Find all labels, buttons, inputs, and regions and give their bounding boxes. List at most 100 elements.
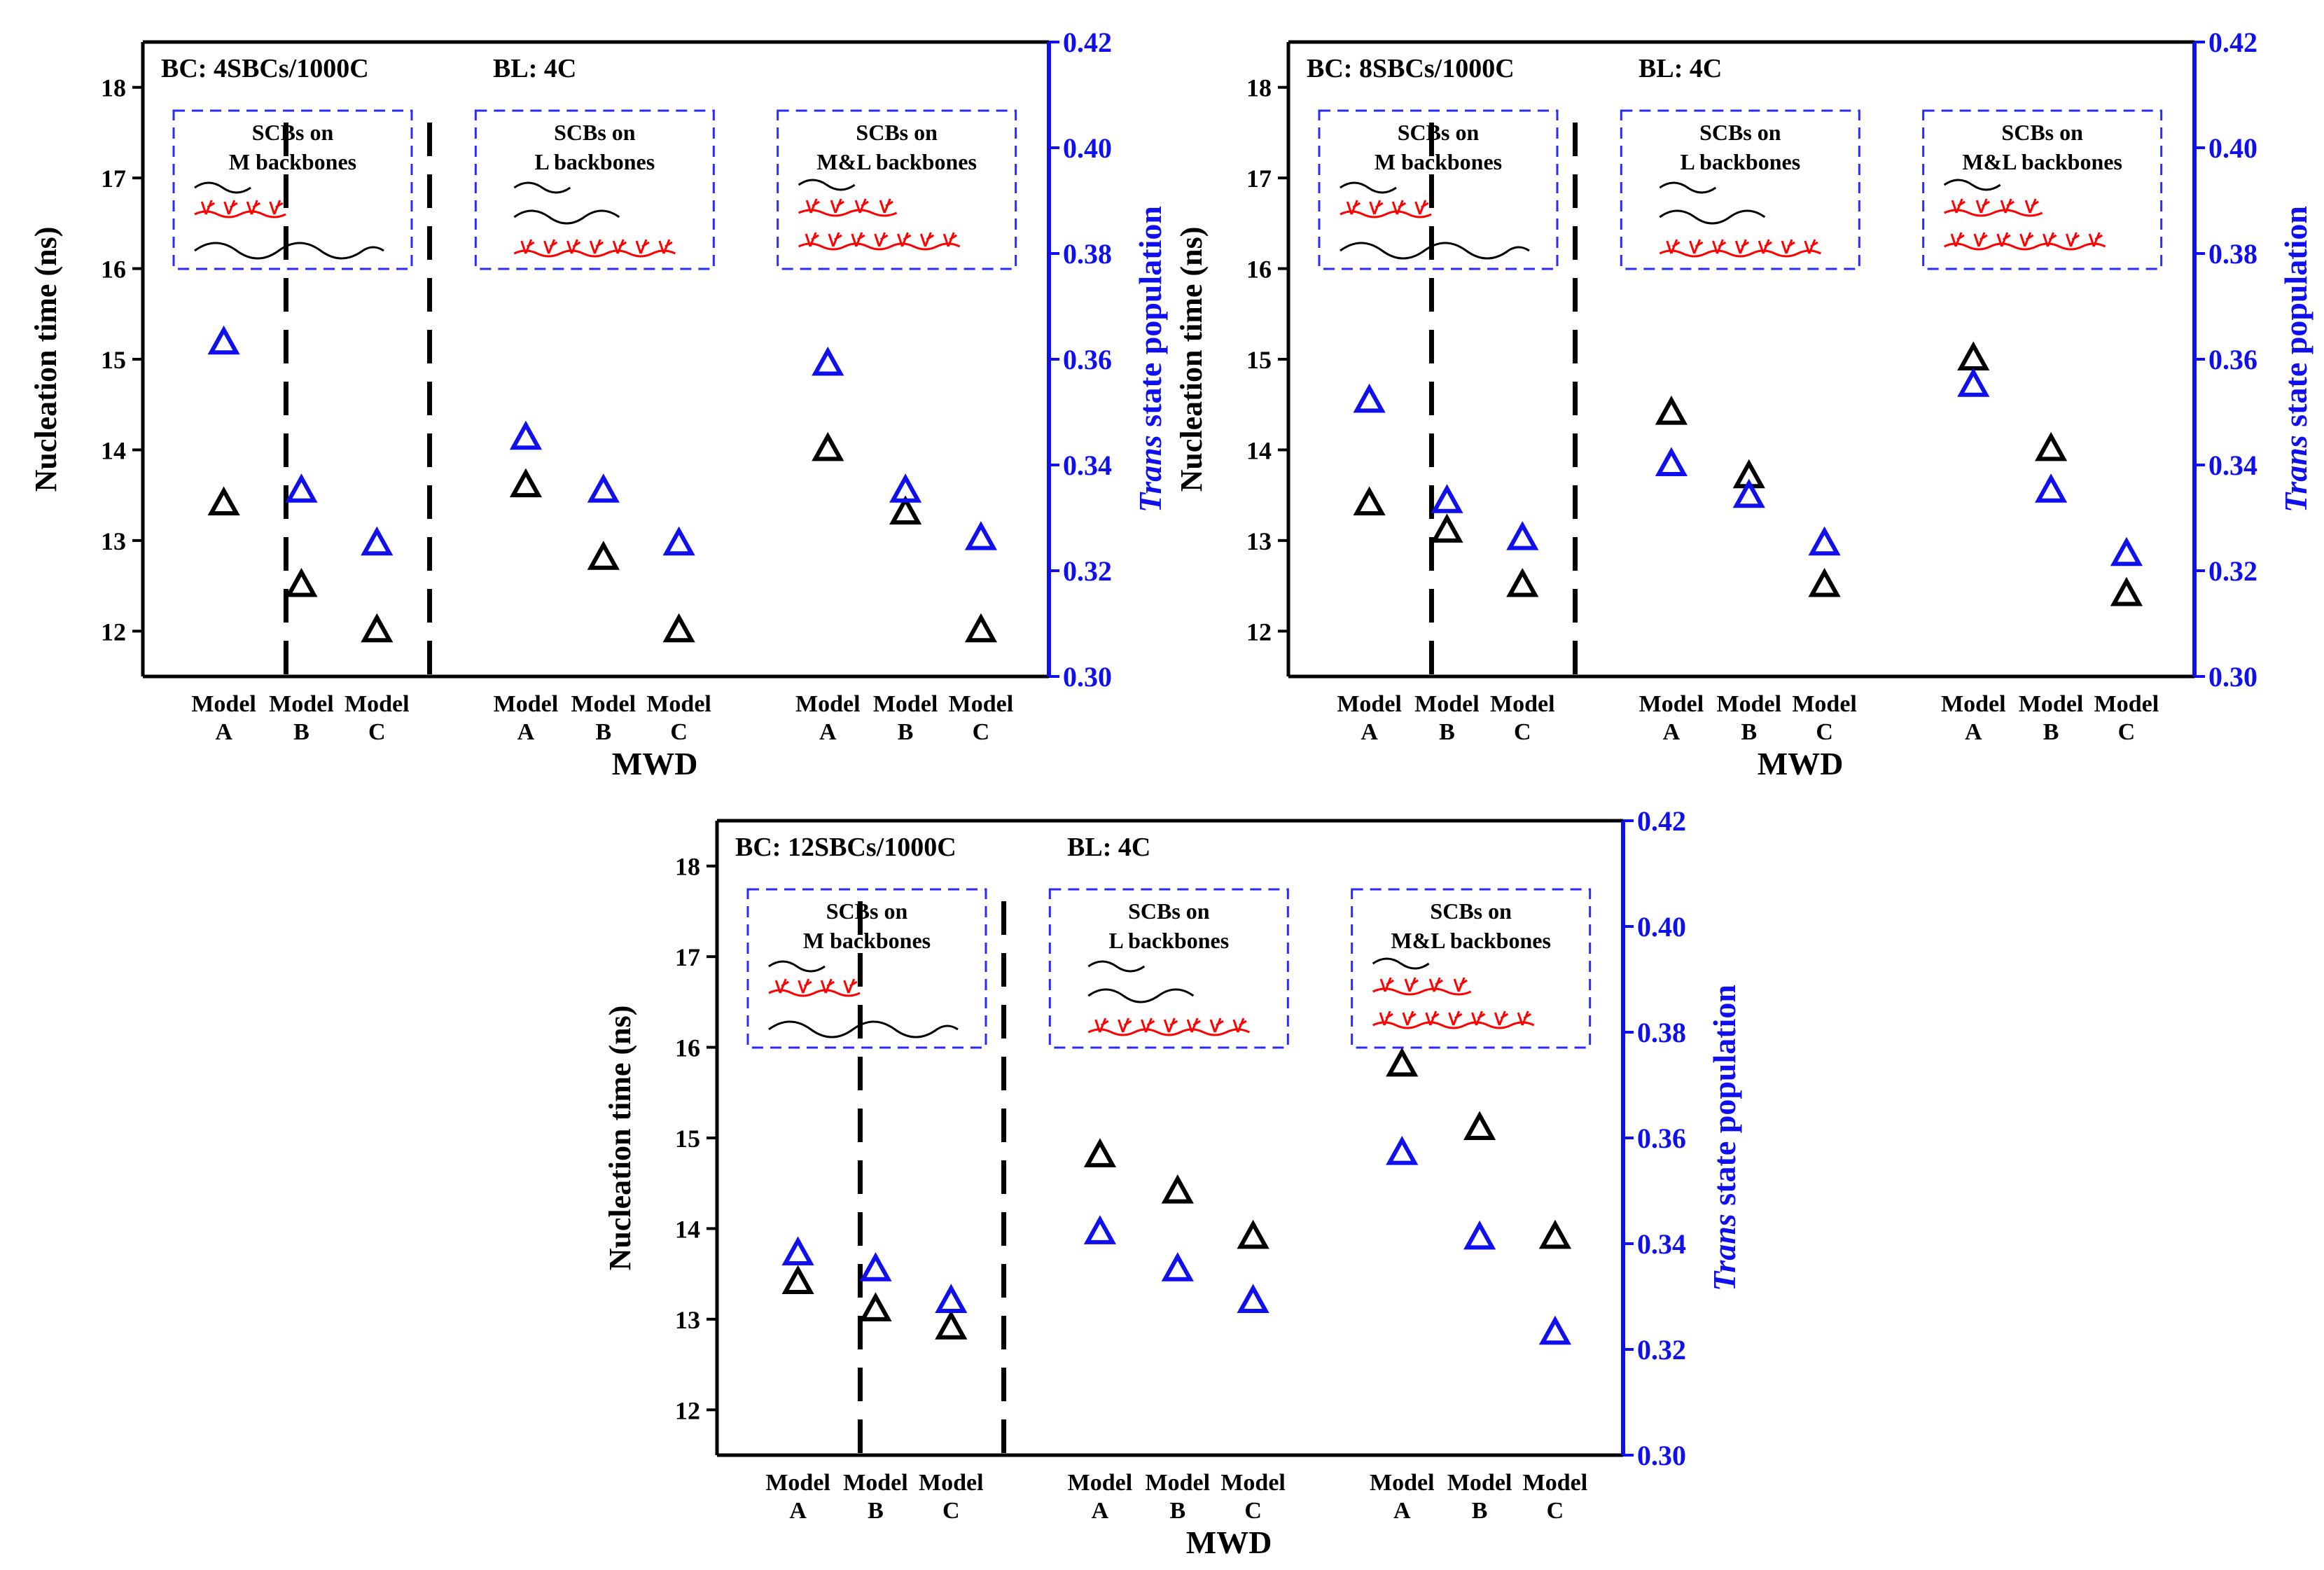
nucleation-time-point (1431, 513, 1463, 543)
branched-chain-icon (513, 249, 676, 258)
trans-population-point (662, 526, 695, 556)
trans-population-point (285, 473, 318, 503)
right-y-axis-label-rest: state population (2278, 206, 2313, 435)
branched-chain-icon (1659, 249, 1821, 258)
left-y-tick-label: 12 (675, 1396, 700, 1424)
inset-label-top: SCBs on (1699, 120, 1781, 145)
short-branch-icon (774, 978, 790, 994)
nucleation-time-point (361, 613, 394, 643)
x-tick-label-model: Model (919, 1470, 984, 1496)
trans-population-point (1732, 478, 1765, 508)
x-tick-label-model: Model (2094, 691, 2159, 717)
left-y-tick-label: 16 (101, 256, 126, 284)
right-y-axis-label: Trans state population (1132, 206, 1168, 513)
x-tick-label-letter: B (1472, 1498, 1488, 1524)
left-y-tick-label: 18 (1246, 74, 1272, 102)
left-y-tick-label: 17 (1246, 165, 1272, 193)
x-tick-label-model: Model (873, 691, 938, 717)
short-chain-icon (798, 179, 856, 191)
short-chain-icon (1340, 181, 1397, 194)
left-y-tick-label: 15 (675, 1125, 700, 1153)
left-y-axis-label: Nucleation time (ns) (1174, 227, 1209, 492)
trans-population-point (889, 473, 922, 503)
branched-chain-icon (1944, 209, 2043, 217)
x-tick-label-letter: B (293, 719, 309, 745)
inset-box (1351, 888, 1592, 1049)
short-branch-icon (820, 978, 835, 994)
short-branch-icon (879, 198, 893, 214)
short-branch-icon (1425, 1010, 1440, 1026)
x-tick-label-model: Model (765, 1470, 830, 1496)
x-tick-label-model: Model (191, 691, 256, 717)
x-tick-label-letter: A (819, 719, 837, 745)
short-branch-icon (1712, 239, 1727, 254)
nucleation-time-point (662, 613, 695, 643)
trans-population-point (935, 1284, 968, 1314)
right-y-tick-label: 0.32 (1637, 1334, 1686, 1366)
inset-label-bottom: L backbones (1109, 928, 1230, 953)
left-y-tick-label: 14 (675, 1215, 700, 1243)
x-tick-label-letter: B (1439, 719, 1455, 745)
short-branch-icon (269, 200, 284, 215)
x-tick-label-model: Model (1220, 1470, 1286, 1496)
short-branch-icon (2000, 198, 2015, 214)
short-branch-icon (223, 200, 238, 215)
short-branch-icon (246, 200, 261, 215)
short-branch-icon (520, 239, 535, 254)
branched-chain-icon (768, 989, 861, 997)
short-chain-icon (1943, 179, 2001, 191)
nucleation-time-point (781, 1265, 814, 1295)
inset-box (777, 109, 1017, 270)
inset-box (1318, 109, 1559, 270)
short-branch-icon (2065, 232, 2080, 247)
nucleation-time-point (1538, 1219, 1572, 1249)
right-y-tick-label: 0.36 (1063, 344, 1112, 375)
inset-label-top: SCBs on (252, 120, 334, 145)
trans-population-point (859, 1252, 892, 1281)
x-tick-label-model: Model (1068, 1470, 1133, 1496)
right-y-axis-label-italic: Trans (1706, 1214, 1742, 1291)
x-tick-label-letter: A (215, 719, 232, 745)
short-branch-icon (1379, 1010, 1393, 1026)
x-tick-label-letter: A (1361, 719, 1378, 745)
trans-population-point (1538, 1315, 1572, 1345)
short-chain-icon (1372, 957, 1430, 970)
inset-box (1922, 109, 2163, 270)
short-branch-icon (1950, 232, 1965, 247)
inset-box (746, 888, 987, 1049)
trans-population-point (1386, 1136, 1419, 1165)
x-tick-label-letter: B (1741, 719, 1757, 745)
x-tick-label-letter: C (2118, 719, 2136, 745)
short-branch-icon (1404, 977, 1419, 992)
short-branch-icon (1804, 239, 1818, 254)
x-tick-label-model: Model (843, 1470, 908, 1496)
x-tick-label-model: Model (571, 691, 636, 717)
trans-population-point (587, 473, 620, 503)
short-branch-icon (854, 198, 869, 214)
short-branch-icon (1141, 1017, 1155, 1033)
left-y-tick-label: 13 (675, 1306, 700, 1334)
x-tick-label-model: Model (1447, 1470, 1512, 1496)
panel-subtitle: BL: 4C (493, 54, 576, 83)
short-branch-icon (1517, 1010, 1532, 1026)
short-chain-icon (1659, 181, 1717, 194)
trans-population-point (781, 1236, 814, 1266)
nucleation-time-point (889, 495, 922, 525)
right-y-tick-label: 0.34 (1637, 1228, 1686, 1260)
nucleation-time-point (2035, 431, 2068, 461)
x-tick-label-letter: A (789, 1498, 807, 1524)
short-branch-icon (1402, 1010, 1417, 1026)
inset-label-bottom: M backbones (1375, 149, 1502, 174)
short-branch-icon (589, 239, 604, 254)
branched-chain-icon (1340, 210, 1432, 218)
short-branch-icon (1391, 200, 1407, 215)
inset-label-top: SCBs on (1430, 898, 1512, 924)
nucleation-time-point (1463, 1111, 1496, 1141)
